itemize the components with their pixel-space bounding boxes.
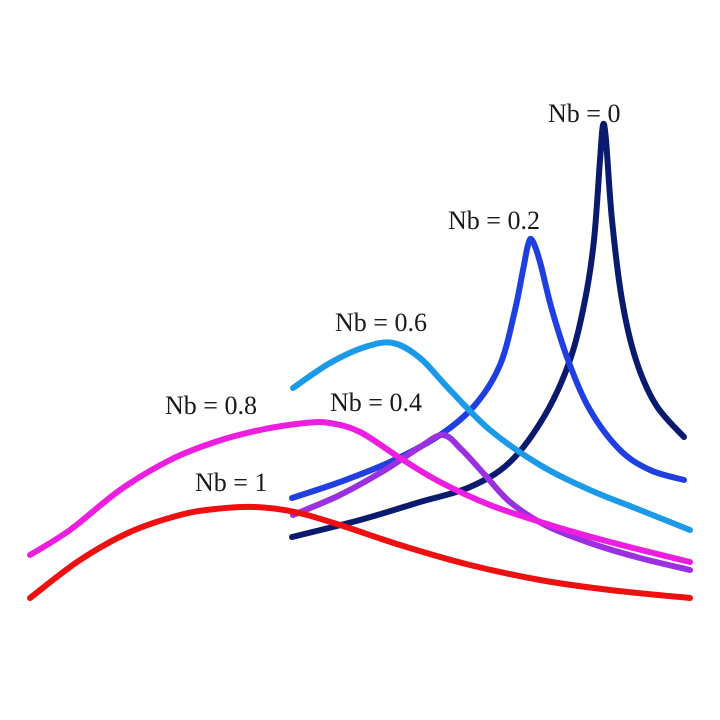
series-line-nb-0-8 bbox=[27, 418, 693, 565]
series-line-nb-1 bbox=[27, 503, 693, 601]
series-line-nb-0-2 bbox=[289, 235, 687, 501]
series-label-nb-0-6: Nb = 0.6 bbox=[335, 308, 427, 337]
series-label-nb-0-2: Nb = 0.2 bbox=[448, 206, 540, 235]
label-layer: Nb = 0 Nb = 0.2 Nb = 0.6 Nb = 0.4 Nb = 0.8 Nb… bbox=[165, 99, 620, 497]
series-label-nb-0-4: Nb = 0.4 bbox=[330, 388, 422, 417]
series-label-nb-0: Nb = 0 bbox=[548, 99, 620, 128]
series-line-nb-0-6 bbox=[290, 339, 693, 533]
series-layer bbox=[27, 120, 693, 601]
series-line-nb-0 bbox=[289, 120, 687, 540]
series-label-nb-0-8: Nb = 0.8 bbox=[165, 391, 257, 420]
series-line-nb-0-4 bbox=[290, 432, 693, 573]
series-label-nb-1: Nb = 1 bbox=[195, 468, 267, 497]
